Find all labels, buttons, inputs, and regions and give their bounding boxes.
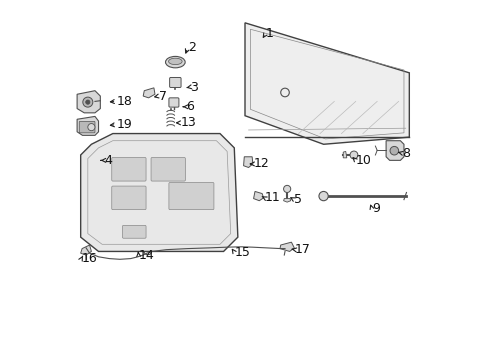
Polygon shape: [143, 88, 155, 98]
Text: 1: 1: [266, 27, 273, 40]
Polygon shape: [81, 134, 238, 251]
Polygon shape: [343, 152, 347, 158]
Circle shape: [350, 151, 358, 159]
Polygon shape: [77, 91, 100, 113]
Text: 12: 12: [254, 157, 270, 170]
Text: 11: 11: [265, 192, 280, 204]
Polygon shape: [245, 23, 409, 144]
Polygon shape: [244, 157, 253, 167]
Text: 19: 19: [117, 118, 132, 131]
FancyBboxPatch shape: [169, 98, 179, 107]
Polygon shape: [77, 116, 98, 135]
Circle shape: [86, 100, 90, 104]
Text: 4: 4: [104, 154, 112, 167]
Polygon shape: [386, 141, 404, 160]
Text: 6: 6: [186, 100, 194, 113]
FancyBboxPatch shape: [112, 186, 146, 210]
Ellipse shape: [169, 58, 182, 64]
Text: 17: 17: [295, 243, 311, 256]
Circle shape: [83, 97, 93, 107]
Polygon shape: [253, 192, 264, 201]
Text: 16: 16: [81, 252, 97, 265]
Ellipse shape: [166, 57, 185, 68]
Text: 13: 13: [181, 116, 196, 129]
Polygon shape: [284, 199, 291, 202]
Text: 7: 7: [159, 90, 167, 103]
Polygon shape: [280, 242, 294, 251]
FancyBboxPatch shape: [112, 157, 146, 181]
Text: 10: 10: [356, 154, 371, 167]
FancyBboxPatch shape: [122, 225, 146, 238]
FancyBboxPatch shape: [151, 157, 185, 181]
Text: 15: 15: [234, 246, 250, 258]
Text: 8: 8: [402, 147, 410, 160]
Polygon shape: [81, 245, 92, 255]
Text: 5: 5: [294, 193, 302, 206]
Text: 18: 18: [117, 95, 132, 108]
FancyBboxPatch shape: [79, 121, 95, 133]
FancyBboxPatch shape: [170, 77, 181, 87]
Text: 3: 3: [190, 81, 197, 94]
Circle shape: [390, 147, 398, 155]
Circle shape: [284, 185, 291, 193]
Text: 2: 2: [188, 41, 196, 54]
Text: 14: 14: [139, 248, 154, 261]
Text: 9: 9: [372, 202, 380, 215]
Circle shape: [319, 192, 328, 201]
FancyBboxPatch shape: [169, 183, 214, 210]
Circle shape: [88, 123, 95, 131]
